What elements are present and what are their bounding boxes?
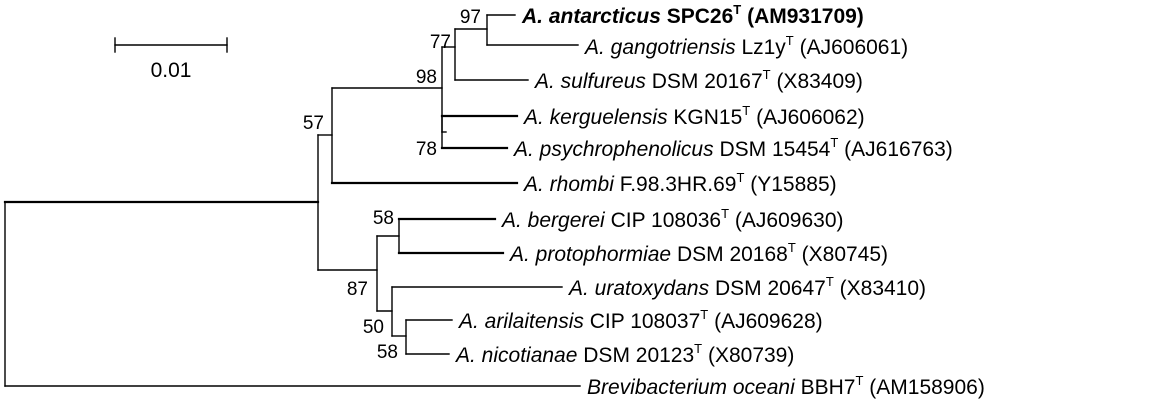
taxon-accession: (AJ609630): [735, 209, 844, 232]
taxon-strain: DSM 20123: [583, 344, 694, 367]
scale-bar-label: 0.01: [151, 59, 192, 82]
taxon-accession: (AJ606061): [800, 36, 909, 59]
bootstrap-87: 87: [347, 279, 368, 300]
taxon-type-mark: T: [788, 240, 796, 255]
branches: [3, 14, 581, 387]
taxon-label: A. protophormiae DSM 20168T (X80745): [508, 240, 888, 266]
taxon-label: Brevibacterium oceani BBH7T (AM158906): [587, 373, 985, 399]
taxon-label: A. gangotriensis Lz1yT (AJ606061): [583, 33, 908, 59]
taxon-genus: A. psychrophenolicus: [512, 138, 714, 161]
taxon-genus: A. sulfureus: [533, 70, 646, 93]
taxon-genus: A. nicotianae: [454, 344, 577, 367]
taxon-accession: (X83409): [776, 70, 862, 93]
taxon-strain: DSM 15454: [719, 138, 830, 161]
bootstrap-77: 77: [430, 32, 451, 53]
taxon-label: A. uratoxydans DSM 20647T (X83410): [567, 274, 926, 300]
taxon-genus: Brevibacterium oceani: [587, 376, 796, 399]
bootstrap-57: 57: [303, 113, 324, 134]
taxon-strain: DSM 20167: [652, 70, 763, 93]
taxon-type-mark: T: [826, 274, 834, 289]
bootstrap-58b: 58: [377, 342, 398, 363]
taxon-type-mark: T: [786, 33, 794, 48]
taxon-labels: A. antarcticus SPC26T (AM931709) A. gang…: [454, 2, 985, 399]
bootstrap-98: 98: [416, 67, 437, 88]
taxon-strain: F.98.3HR.69: [620, 173, 737, 196]
taxon-accession: (AJ609628): [714, 310, 823, 333]
taxon-genus: A. uratoxydans: [567, 277, 710, 300]
taxon-label: A. kerguelensis KGN15T (AJ606062): [522, 103, 865, 129]
taxon-type-mark: T: [742, 103, 750, 118]
taxon-label: A. nicotianae DSM 20123T (X80739): [454, 341, 794, 367]
taxon-strain: Lz1y: [741, 36, 786, 59]
taxon-accession: (AM158906): [869, 376, 985, 399]
taxon-label: A. rhombi F.98.3HR.69T (Y15885): [522, 170, 837, 196]
taxon-accession: (X80739): [708, 344, 794, 367]
bootstrap-50: 50: [363, 317, 384, 338]
scale-bar: 0.01: [114, 37, 228, 82]
bootstrap-78: 78: [416, 139, 437, 160]
taxon-type-mark: T: [733, 2, 741, 17]
taxon-strain: KGN15: [673, 106, 742, 129]
taxon-label: A. arilaitensis CIP 108037T (AJ609628): [457, 307, 823, 333]
taxon-accession: (AJ616763): [844, 138, 953, 161]
taxon-type-mark: T: [721, 206, 729, 221]
taxon-genus: A. rhombi: [522, 173, 615, 196]
taxon-type-mark: T: [763, 67, 771, 82]
taxon-accession: (X80745): [802, 243, 888, 266]
taxon-label: A. psychrophenolicus DSM 15454T (AJ61676…: [512, 135, 953, 161]
taxon-label: A. bergerei CIP 108036T (AJ609630): [500, 206, 844, 232]
taxon-accession: (AJ606062): [756, 106, 865, 129]
taxon-genus: A. bergerei: [500, 209, 606, 232]
taxon-type-mark: T: [830, 135, 838, 150]
taxon-accession: (Y15885): [750, 173, 836, 196]
taxon-accession: (X83410): [840, 277, 926, 300]
taxon-strain: CIP 108037: [590, 310, 701, 333]
taxon-genus: A. gangotriensis: [583, 36, 736, 59]
taxon-genus: A. kerguelensis: [522, 106, 668, 129]
taxon-strain: DSM 20647: [715, 277, 826, 300]
taxon-strain: SPC26: [667, 5, 734, 28]
taxon-strain: DSM 20168: [677, 243, 788, 266]
taxon-strain: BBH7: [801, 376, 856, 399]
taxon-genus: A. arilaitensis: [457, 310, 584, 333]
bootstrap-values: 97 77 98 57 78 58 87 50 58: [303, 7, 481, 363]
taxon-genus: A. antarcticus: [521, 5, 661, 28]
taxon-label: A. sulfureus DSM 20167T (X83409): [533, 67, 863, 93]
taxon-type-mark: T: [855, 373, 863, 388]
taxon-strain: CIP 108036: [611, 209, 722, 232]
taxon-genus: A. protophormiae: [508, 243, 671, 266]
bootstrap-58a: 58: [373, 208, 394, 229]
taxon-accession: (AM931709): [747, 5, 864, 28]
bootstrap-97: 97: [460, 7, 481, 28]
taxon-type-mark: T: [694, 341, 702, 356]
taxon-type-mark: T: [736, 170, 744, 185]
taxon-label: A. antarcticus SPC26T (AM931709): [521, 2, 864, 28]
taxon-type-mark: T: [700, 307, 708, 322]
